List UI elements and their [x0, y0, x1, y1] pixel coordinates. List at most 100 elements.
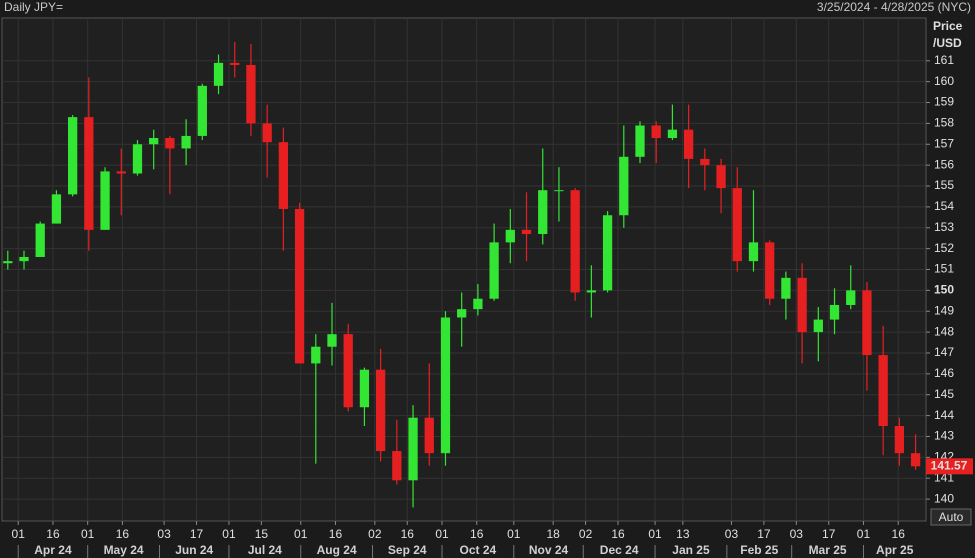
candle-body [116, 171, 126, 174]
month-label: Dec 24 [600, 543, 639, 557]
chart-subtitle: 3/25/2024 - 4/28/2025 (NYC) [817, 0, 971, 14]
y-tick-label: 158 [934, 116, 954, 130]
candle-body [246, 64, 256, 124]
candle-body [894, 426, 904, 454]
x-tick-label: 03 [725, 527, 739, 541]
x-tick-label: 02 [579, 527, 593, 541]
y-tick-label: 147 [934, 345, 954, 359]
y-tick-label: 152 [934, 241, 954, 255]
y-tick-label: 144 [934, 408, 954, 422]
candle-body [181, 135, 191, 149]
candle-body [343, 334, 353, 408]
x-tick-label: 16 [892, 527, 906, 541]
candle-body [440, 317, 451, 454]
candle-body [505, 229, 515, 243]
candle-body [376, 369, 386, 452]
x-tick-label: 16 [611, 527, 625, 541]
candle-body [829, 304, 840, 320]
candle-body [311, 346, 321, 364]
chart-title: Daily JPY= [4, 0, 63, 14]
y-tick-label: 148 [934, 324, 954, 338]
x-tick-label: 17 [822, 527, 836, 541]
y-tick-label: 155 [934, 178, 954, 192]
y-tick-label: 150 [934, 283, 954, 297]
month-label: Nov 24 [529, 543, 569, 557]
y-tick-label: 143 [934, 429, 954, 443]
candle-body [19, 256, 29, 262]
candle-body [3, 261, 13, 264]
candle-body [489, 242, 499, 299]
candle-body [473, 298, 483, 310]
y-tick-label: 146 [934, 366, 954, 380]
month-label: Mar 25 [809, 543, 847, 557]
candle-body [878, 355, 888, 427]
x-tick-label: 01 [857, 527, 871, 541]
candle-body [862, 290, 872, 356]
y-axis-label: Price [933, 19, 963, 33]
y-tick-label: 153 [934, 220, 954, 234]
candle-body [910, 453, 921, 467]
candle-body [813, 319, 823, 333]
y-tick-label: 149 [934, 303, 954, 317]
x-tick-label: 01 [12, 527, 26, 541]
candle-body [68, 117, 78, 195]
candle-body [197, 85, 207, 136]
scale-mode[interactable]: Auto [939, 510, 964, 524]
x-tick-label: 01 [648, 527, 662, 541]
x-tick-label: 01 [507, 527, 521, 541]
candle-body [602, 215, 613, 291]
y-tick-label: 157 [934, 136, 954, 150]
x-tick-label: 03 [157, 527, 171, 541]
candle-body [149, 138, 159, 145]
x-tick-label: 02 [368, 527, 382, 541]
candle-body [700, 158, 710, 166]
candle-body [651, 125, 661, 139]
month-label: Apr 24 [34, 543, 72, 557]
candle-body [278, 142, 288, 209]
candle-body [748, 242, 759, 262]
candle-body [846, 290, 856, 305]
candle-body [100, 171, 110, 230]
candle-body [635, 125, 645, 157]
x-tick-label: 16 [46, 527, 60, 541]
candle-body [781, 277, 791, 299]
y-tick-label: 140 [934, 491, 954, 505]
x-tick-label: 01 [294, 527, 308, 541]
x-tick-label: 16 [401, 527, 415, 541]
month-label: Jan 25 [672, 543, 710, 557]
candle-body [359, 369, 370, 408]
y-tick-label: 145 [934, 387, 954, 401]
x-tick-label: 15 [255, 527, 269, 541]
x-tick-label: 03 [790, 527, 804, 541]
scale-button[interactable] [930, 508, 972, 526]
y-tick-label: 154 [934, 199, 954, 213]
candle-body [35, 223, 45, 257]
y-tick-label: 160 [934, 74, 954, 88]
candle-body [392, 451, 402, 481]
x-tick-label: 16 [329, 527, 343, 541]
x-tick-label: 01 [222, 527, 236, 541]
month-label: Oct 24 [460, 543, 497, 557]
candle-body [538, 190, 548, 235]
candle-body [165, 138, 175, 149]
candle-body [408, 417, 418, 481]
candle-body [570, 190, 580, 293]
y-tick-label: 159 [934, 95, 954, 109]
x-tick-label: 16 [470, 527, 484, 541]
y-tick-label: 151 [934, 262, 954, 276]
candle-body [732, 188, 742, 262]
y-axis-label: /USD [933, 36, 962, 50]
x-tick-label: 18 [546, 527, 560, 541]
month-label: Jul 24 [248, 543, 282, 557]
month-label: May 24 [104, 543, 144, 557]
candle-body [797, 277, 807, 333]
last-price-tag [926, 458, 973, 475]
candle-body [132, 144, 143, 174]
candle-body [213, 62, 224, 86]
candle-body [765, 242, 775, 299]
x-tick-label: 17 [190, 527, 204, 541]
candle-body [84, 117, 94, 230]
candle-body [521, 229, 532, 235]
candle-body [667, 129, 678, 139]
